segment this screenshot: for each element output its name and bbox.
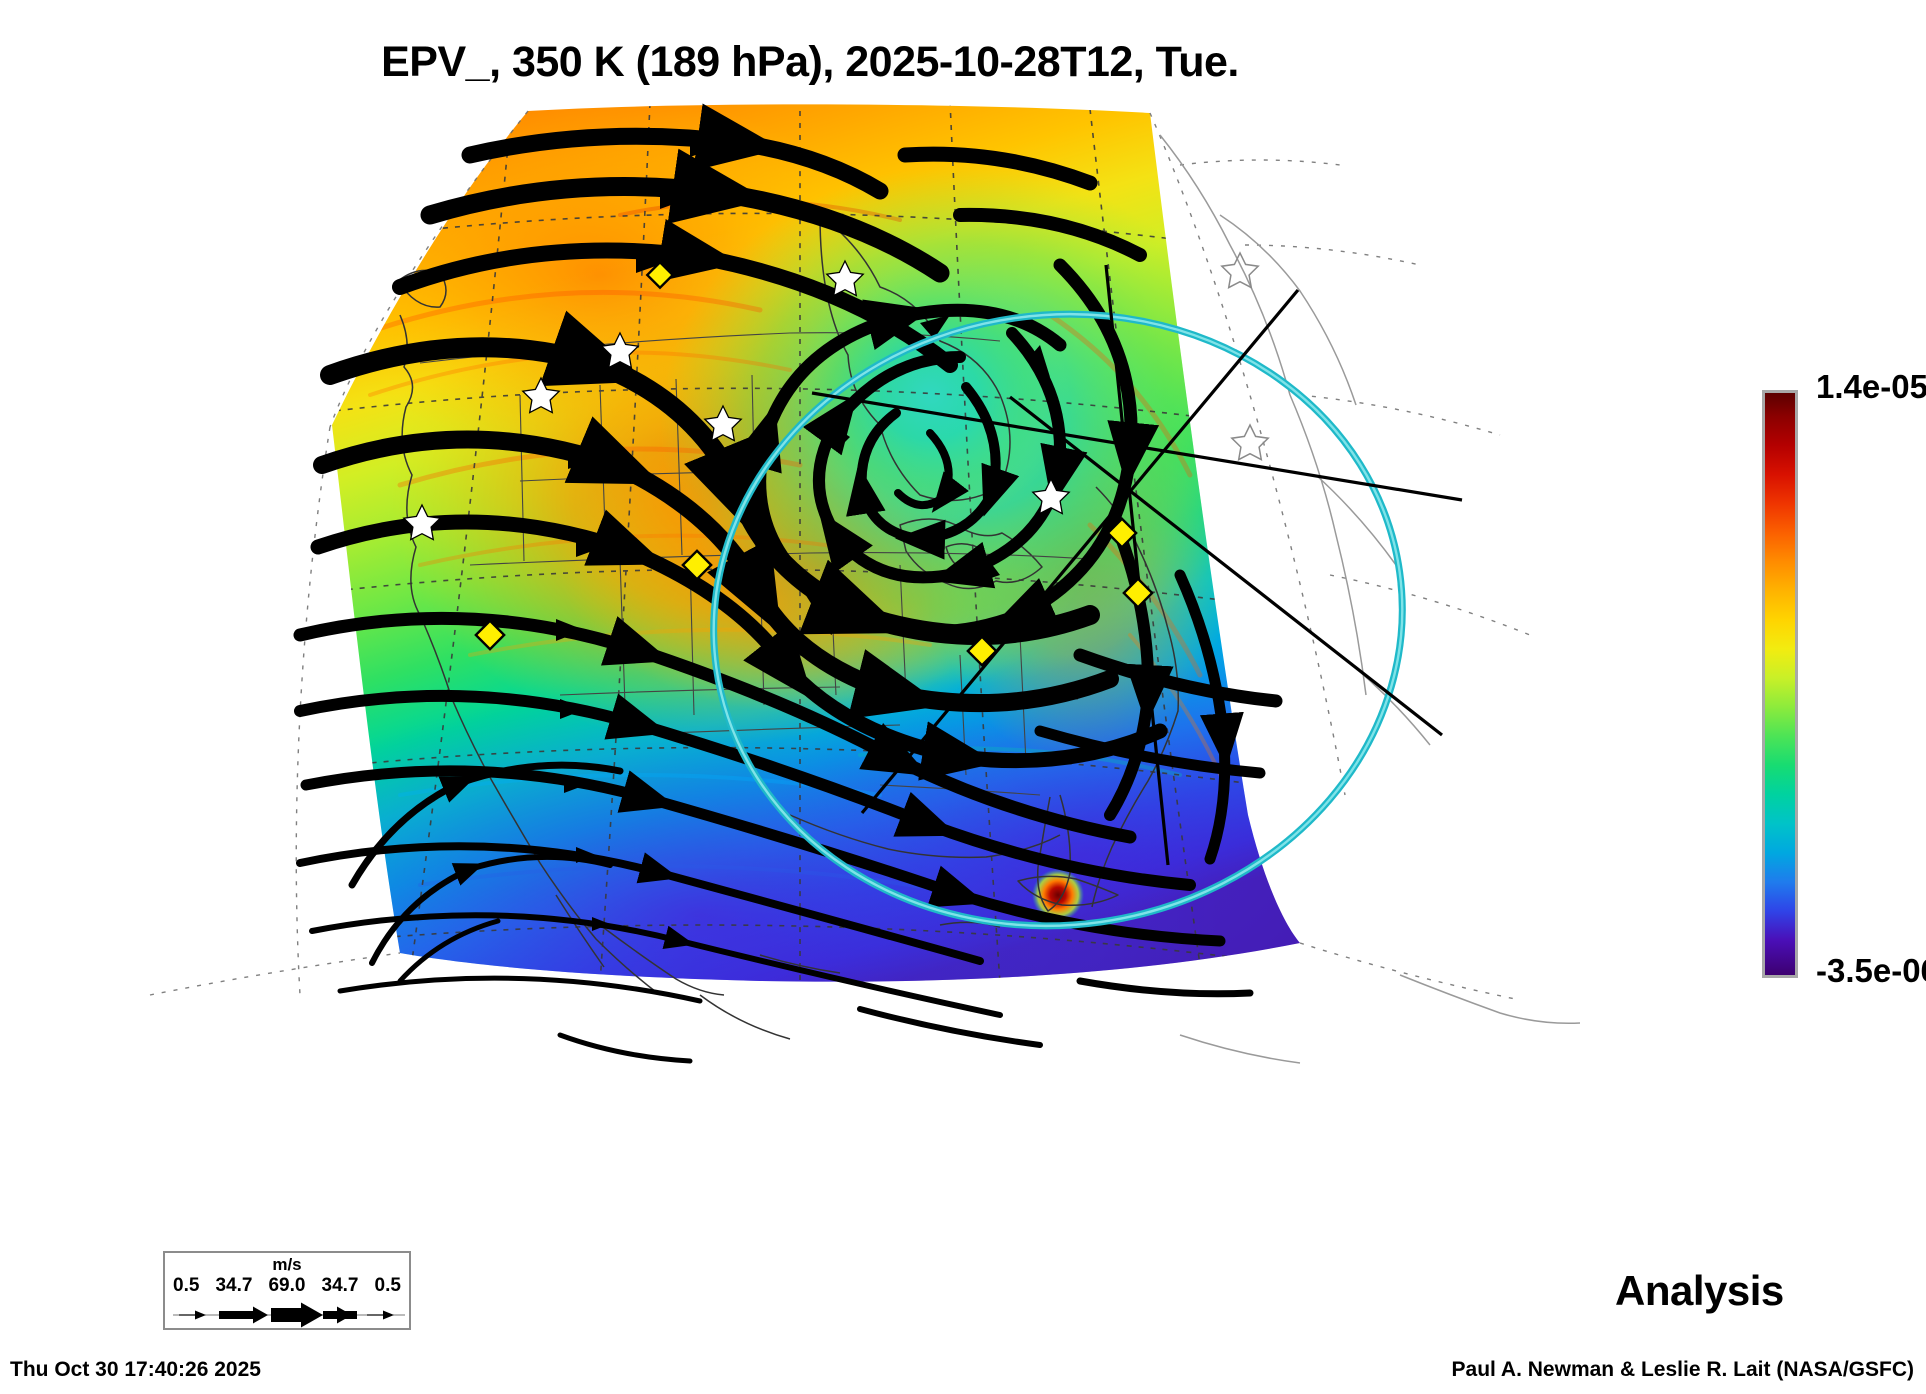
epv-map [149, 103, 1581, 1064]
generation-timestamp: Thu Oct 30 17:40:26 2025 [10, 1358, 261, 1381]
wind-value-1: 34.7 [215, 1275, 253, 1296]
wind-value-2: 69.0 [268, 1275, 306, 1296]
colorbar-min-label: -3.5e-06 [1816, 952, 1926, 989]
analysis-label: Analysis [1615, 1267, 1784, 1314]
colorbar: 1.4e-05 -3.5e-06 [1762, 368, 1926, 990]
colorbar-max-label: 1.4e-05 [1816, 368, 1926, 405]
author-credits: Paul A. Newman & Leslie R. Lait (NASA/GS… [1451, 1358, 1914, 1381]
wind-legend-unit: m/s [272, 1255, 302, 1274]
wind-streamlines [293, 103, 1283, 1064]
wind-speed-legend: m/s 0.5 34.7 69.0 34.7 0.5 [163, 1251, 411, 1330]
cyan-range-ring [710, 310, 1406, 930]
wind-value-3: 34.7 [321, 1275, 359, 1296]
streamline-arrowheads [556, 133, 1050, 931]
station-markers [402, 251, 1270, 667]
colorbar-gradient [1762, 390, 1798, 978]
page-title: EPV_, 350 K (189 hPa), 2025-10-28T12, Tu… [381, 38, 1239, 86]
wind-value-4: 0.5 [374, 1275, 401, 1296]
flight-track-lines [811, 264, 1463, 866]
wind-legend-arrows [173, 1302, 405, 1328]
wind-value-0: 0.5 [173, 1275, 200, 1296]
map-panel [0, 95, 1620, 1295]
wind-legend-values: 0.5 34.7 69.0 34.7 0.5 [165, 1275, 409, 1297]
